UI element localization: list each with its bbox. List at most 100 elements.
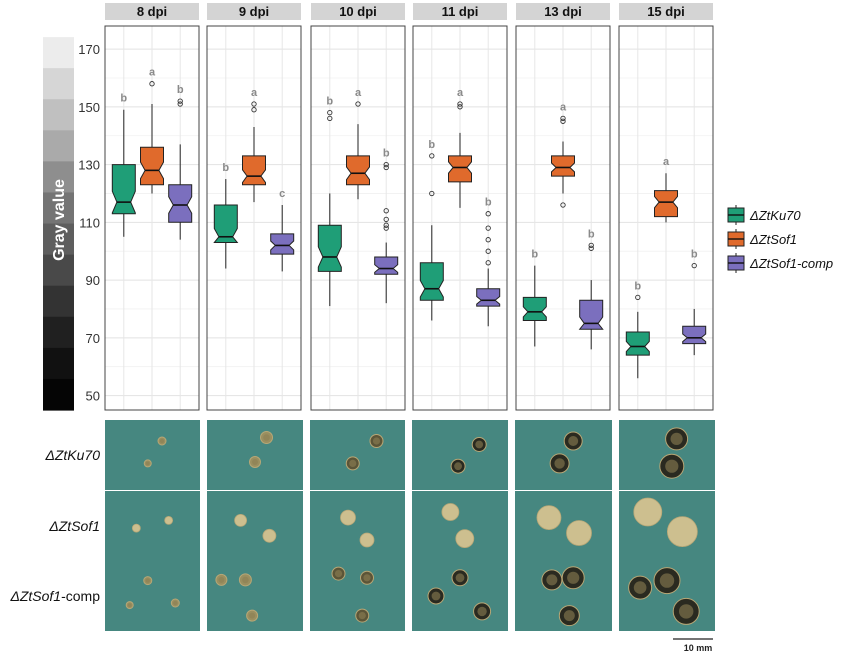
photo-sheen [105,561,200,631]
outlier-point [355,101,361,107]
photo-row-label: ΔZtKu70 [44,447,100,463]
colony [234,514,248,527]
box [242,155,266,186]
outlier-point [383,161,389,168]
gray-scale-step [43,37,74,69]
panel: 15 dpi b a b [618,3,714,411]
photo-sheen [207,420,303,490]
box [522,296,547,321]
gray-scale-step [43,161,74,194]
colony-photo [412,561,508,631]
colony-photo [207,491,303,561]
legend-item: ΔZtSof1 [727,229,797,249]
colony-center [659,573,675,588]
outlier-point [429,153,435,159]
outlier-point [383,222,389,228]
colony [340,509,356,526]
colony-photo [619,491,715,561]
colony-photo [310,420,405,490]
significance-letter: b [691,249,698,261]
outlier-point [383,216,389,223]
legend-item: ΔZtSof1-comp [727,253,833,273]
colony-center [546,574,558,586]
gray-scale-step [43,347,74,380]
significance-letter: a [457,87,464,99]
colony-photo-grid [105,420,715,631]
colony [455,529,475,548]
photo-row-labels: ΔZtKu70 ΔZtSof1 ΔZtSof1-comp [9,447,100,604]
y-tick-label: 50 [86,389,100,404]
y-tick-label: 130 [78,158,100,173]
photo-sheen [105,420,200,490]
panel-border [310,25,406,411]
box [111,164,136,215]
colony-center [475,440,484,449]
panel-strip [105,3,199,20]
significance-letter: a [663,156,670,168]
colony-center [252,459,258,465]
box [448,155,472,183]
gray-scale-step [43,99,74,131]
gray-scale-step [43,6,74,38]
colony-center [127,603,132,607]
colony-center [563,610,575,622]
panel-border [618,25,714,411]
colony-center [218,576,225,583]
y-tick-label: 70 [86,331,100,346]
panel-border [412,25,508,411]
box [346,155,370,186]
colony-photo [207,561,303,631]
outlier-point [588,242,594,249]
colony-center [173,600,178,606]
outlier-point [149,81,155,87]
outlier-point [560,118,566,124]
outlier-point [383,208,389,214]
colony-photo [105,420,200,490]
panel-strip-label: 11 dpi [442,4,479,19]
panel-strip [207,3,301,20]
panel-strip-label: 13 dpi [544,4,582,19]
row-label-strain: ΔZtSof1 [48,518,100,534]
photo-background [412,491,508,561]
colony-photo [105,561,200,631]
colony [633,497,663,527]
photo-sheen [412,491,508,561]
significance-letter: b [326,96,333,108]
y-tick-label: 170 [78,42,100,57]
outlier-point [588,245,594,251]
colony-center [372,437,381,445]
outlier-point [457,104,463,110]
photo-background [105,491,200,561]
panel: 9 dpi b a c [206,3,302,411]
colony-center [431,591,441,601]
legend: ΔZtKu70 ΔZtSof1 ΔZtSof1-comp [727,205,833,273]
legend-item: ΔZtKu70 [727,205,801,225]
scale-bar-label: 10 mm [684,643,713,653]
colony [164,516,174,525]
panel-strip-label: 9 dpi [239,4,269,19]
outlier-point [251,107,257,113]
colony-center [633,581,647,594]
panel-strip-label: 10 dpi [339,4,377,19]
outlier-point [429,190,435,197]
photo-row-label: ΔZtSof1-comp [9,588,100,604]
significance-letter: c [279,188,285,200]
y-tick-label: 110 [79,215,100,230]
colony-center [455,573,465,583]
gray-scale-step [43,130,74,162]
gray-scale-step [43,254,74,287]
colony-center [477,606,487,617]
box [168,184,193,223]
gray-scale-step [43,285,74,318]
colony-center [263,434,270,441]
photo-background [207,420,303,490]
colony-photo [207,420,303,490]
panel-border [515,25,611,411]
scale-bar: 10 mm [673,638,713,653]
colony [441,503,460,521]
gray-scale-step [43,192,74,225]
photo-sheen [412,420,508,490]
gray-scale-step [43,316,74,349]
colony-photo [515,491,612,561]
